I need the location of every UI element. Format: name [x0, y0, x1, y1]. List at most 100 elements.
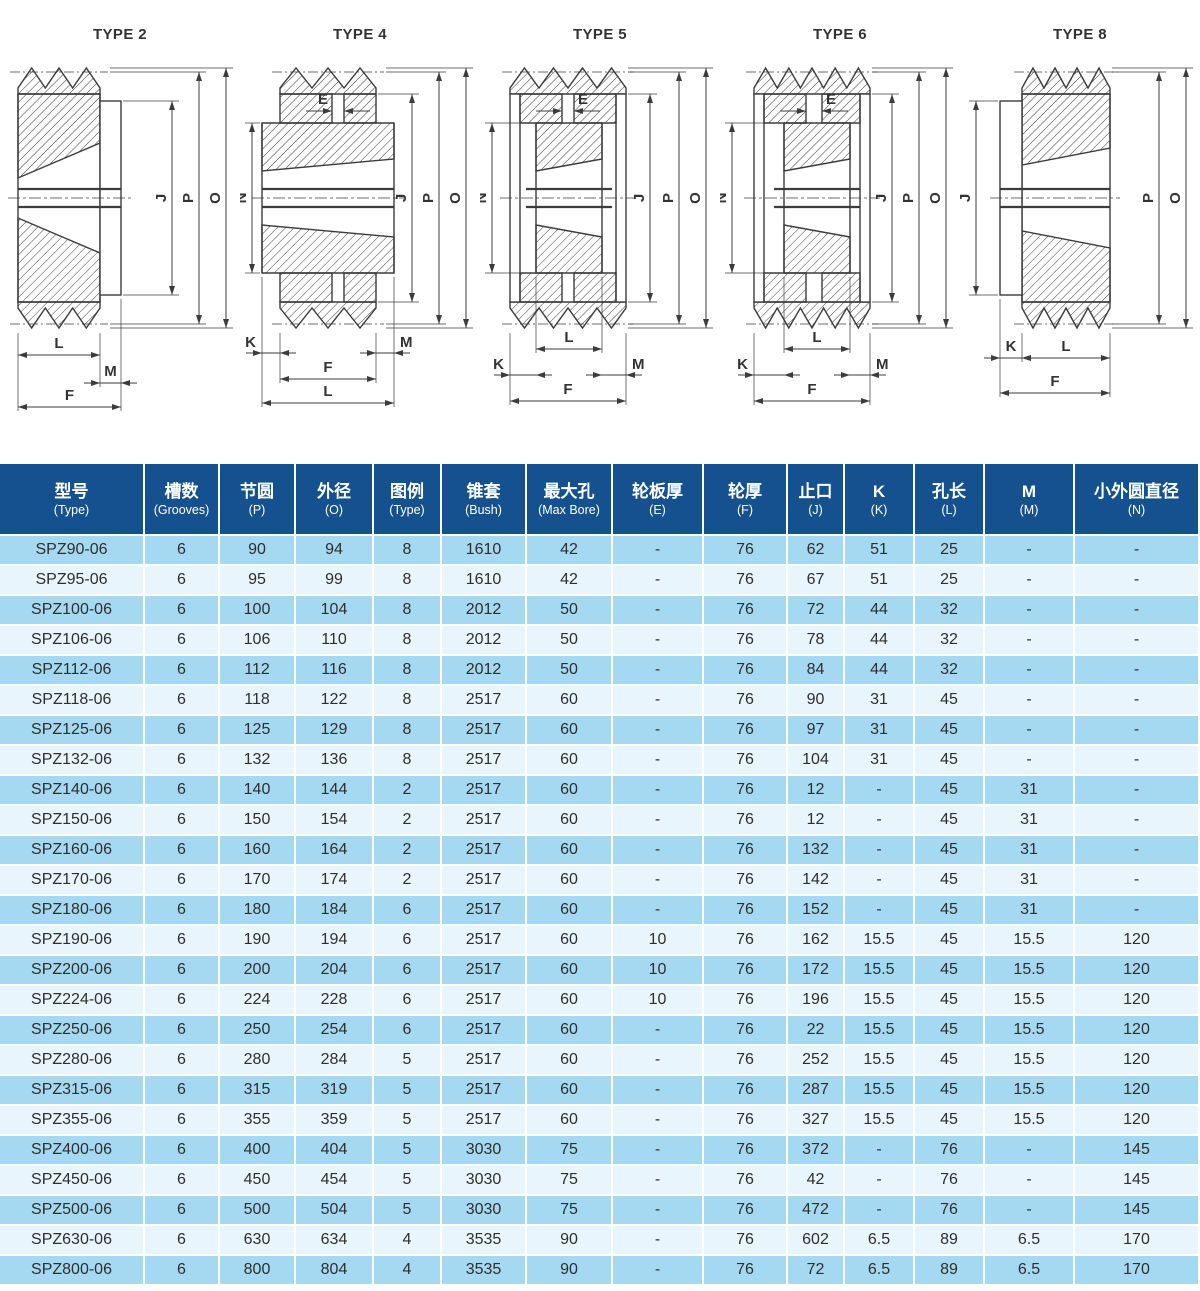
table-cell: 2012 — [442, 626, 527, 656]
svg-text:L: L — [323, 383, 332, 400]
col-header-en: (L) — [941, 503, 957, 518]
table-cell: 76 — [704, 626, 788, 656]
table-cell: 5 — [374, 1106, 442, 1136]
table-cell: 104 — [788, 746, 845, 776]
model-cell: SPZ400-06 — [0, 1136, 145, 1166]
table-cell: 112 — [220, 656, 296, 686]
table-cell: 5 — [374, 1166, 442, 1196]
table-cell: 60 — [527, 1016, 613, 1046]
svg-text:O: O — [207, 192, 224, 204]
table-cell: 31 — [985, 866, 1075, 896]
table-cell: 76 — [704, 536, 788, 566]
table-cell: 6 — [145, 1016, 220, 1046]
table-cell: 6 — [374, 986, 442, 1016]
table-cell: - — [613, 686, 704, 716]
table-cell: 224 — [220, 986, 296, 1016]
table-cell: - — [985, 626, 1075, 656]
table-cell: 6 — [145, 926, 220, 956]
table-cell: 120 — [1075, 1076, 1200, 1106]
table-cell: 10 — [613, 986, 704, 1016]
table-cell: 180 — [220, 896, 296, 926]
table-cell: 76 — [704, 746, 788, 776]
model-cell: SPZ800-06 — [0, 1256, 145, 1286]
table-cell: 2012 — [442, 596, 527, 626]
table-cell: 145 — [1075, 1196, 1200, 1226]
svg-text:P: P — [180, 193, 197, 203]
pulley-cross-section-diagram: E N J PO K M FL — [240, 66, 473, 407]
table-cell: - — [1075, 626, 1200, 656]
table-cell: 76 — [704, 806, 788, 836]
svg-text:K: K — [1006, 338, 1017, 355]
table-cell: 200 — [220, 956, 296, 986]
table-cell: 287 — [788, 1076, 845, 1106]
table-cell: - — [985, 716, 1075, 746]
col-header-2: 节圆 (P) — [220, 464, 296, 536]
table-cell: 60 — [527, 1046, 613, 1076]
table-cell: 8 — [374, 716, 442, 746]
model-cell: SPZ160-06 — [0, 836, 145, 866]
svg-text:J: J — [873, 194, 890, 202]
table-row: SPZ90-06 6 90 94 8 1610 42-76 62 51 25- - — [0, 536, 1200, 566]
drawing-title: TYPE 8 — [1052, 26, 1108, 43]
table-cell: 3030 — [442, 1196, 527, 1226]
table-cell: 31 — [985, 896, 1075, 926]
table-cell: 90 — [527, 1226, 613, 1256]
table-cell: - — [613, 836, 704, 866]
table-cell: 142 — [788, 866, 845, 896]
table-cell: 8 — [374, 536, 442, 566]
table-row: SPZ160-06 6 160 164 2 2517 60-76 132-45 31- — [0, 836, 1200, 866]
table-cell: 8 — [374, 596, 442, 626]
table-cell: 50 — [527, 656, 613, 686]
table-cell: 2517 — [442, 926, 527, 956]
table-cell: 6 — [145, 776, 220, 806]
table-cell: 90 — [788, 686, 845, 716]
table-cell: - — [985, 596, 1075, 626]
model-cell: SPZ100-06 — [0, 596, 145, 626]
table-cell: 2517 — [442, 956, 527, 986]
col-header-cn: 型号 — [54, 481, 89, 501]
table-cell: 6 — [145, 986, 220, 1016]
pulley-cross-section-diagram: E N J PO L K M F — [720, 66, 953, 405]
table-cell: - — [1075, 806, 1200, 836]
drawing-title: TYPE 6 — [812, 26, 868, 43]
table-cell: 72 — [788, 596, 845, 626]
col-header-cn: 槽数 — [164, 481, 199, 501]
drawing-type-5: TYPE 5 E N J PO L K M F — [480, 0, 720, 464]
table-cell: 106 — [220, 626, 296, 656]
table-cell: 372 — [788, 1136, 845, 1166]
col-header-13: 小外圆直径 (N) — [1075, 464, 1200, 536]
table-cell: 6 — [145, 656, 220, 686]
table-cell: 450 — [220, 1166, 296, 1196]
table-cell: 95 — [220, 566, 296, 596]
table-cell: 60 — [527, 1076, 613, 1106]
drawing-title: TYPE 2 — [92, 26, 148, 43]
table-cell: 120 — [1075, 1016, 1200, 1046]
table-cell: 15.5 — [845, 1016, 915, 1046]
table-cell: 8 — [374, 566, 442, 596]
col-header-en: (K) — [870, 503, 888, 518]
model-cell: SPZ140-06 — [0, 776, 145, 806]
table-cell: 170 — [1075, 1256, 1200, 1286]
table-cell: - — [845, 1166, 915, 1196]
table-cell: 116 — [296, 656, 374, 686]
table-cell: 45 — [915, 1106, 985, 1136]
pulley-cross-section-diagram: J P O L M F — [8, 66, 233, 411]
svg-text:P: P — [900, 193, 917, 203]
table-cell: 174 — [296, 866, 374, 896]
table-cell: 31 — [845, 686, 915, 716]
table-cell: - — [613, 1046, 704, 1076]
table-cell: - — [613, 626, 704, 656]
table-cell: 284 — [296, 1046, 374, 1076]
table-cell: 6 — [374, 896, 442, 926]
pulley-cross-section-diagram: E N J PO L K M F — [480, 66, 713, 405]
table-cell: 60 — [527, 686, 613, 716]
table-cell: 5 — [374, 1076, 442, 1106]
table-cell: 6 — [374, 1016, 442, 1046]
table-cell: 45 — [915, 1016, 985, 1046]
table-cell: 602 — [788, 1226, 845, 1256]
svg-text:L: L — [564, 329, 573, 346]
table-cell: - — [613, 1136, 704, 1166]
table-cell: 76 — [704, 566, 788, 596]
table-cell: 4 — [374, 1226, 442, 1256]
